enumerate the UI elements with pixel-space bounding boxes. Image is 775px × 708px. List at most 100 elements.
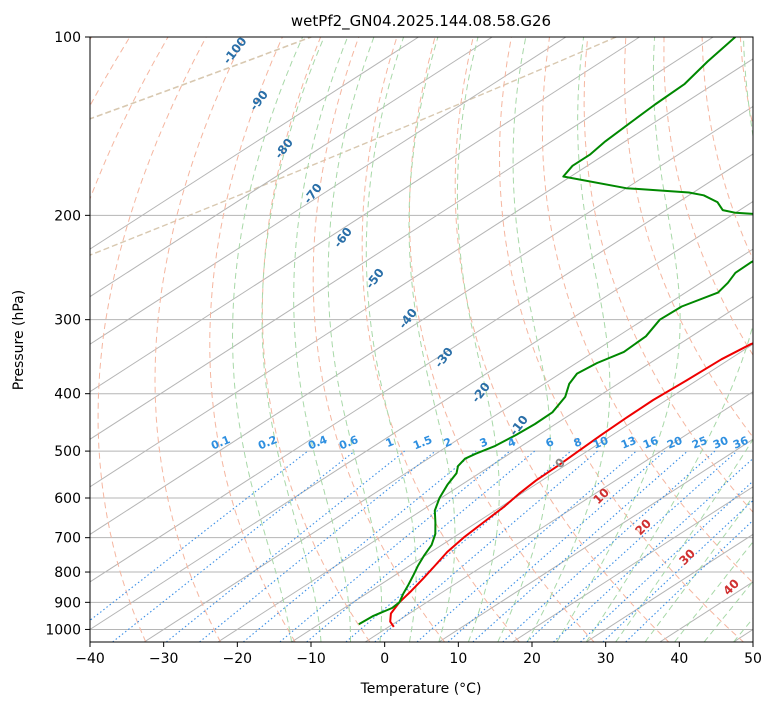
y-tick-label: 600 xyxy=(54,491,81,507)
isotherm-line xyxy=(90,200,753,631)
moist-adiabat-line xyxy=(703,580,753,642)
mixing-ratio-label: 10 xyxy=(591,434,610,452)
x-tick-label: −30 xyxy=(149,651,179,667)
isotherm-line xyxy=(90,37,640,393)
dry-adiabat-line xyxy=(261,37,371,642)
background-arc xyxy=(90,37,617,256)
moist-adiabats xyxy=(231,37,753,642)
moist-adiabat-label: 20 xyxy=(632,516,654,538)
moist-adiabat-line xyxy=(408,37,456,642)
dry-adiabat-line xyxy=(97,37,207,642)
x-tick-label: 30 xyxy=(597,651,615,667)
y-tick-label: 700 xyxy=(54,531,81,547)
dry-adiabats xyxy=(90,37,753,642)
mixing-ratio-line xyxy=(199,450,436,642)
dry-adiabat-line xyxy=(361,37,520,642)
background-arcs xyxy=(90,37,617,256)
dry-adiabat-line xyxy=(90,37,169,201)
mixing-ratio-label: 0.2 xyxy=(256,433,279,452)
y-tick-label: 800 xyxy=(54,565,81,581)
mixing-ratio-label: 13 xyxy=(619,434,638,452)
plot-frame xyxy=(89,36,754,643)
dry-adiabat-line xyxy=(498,37,744,642)
moist-adiabat-line xyxy=(585,37,753,642)
mixing-ratio-line xyxy=(242,450,477,642)
mixing-ratio-lines xyxy=(90,450,753,642)
plot-area: -100-90-80-70-60-50-40-30-20-100.1 0.2 0.4… xyxy=(90,37,753,642)
mixing-ratio-line xyxy=(374,450,598,642)
y-tick-label: 200 xyxy=(54,208,81,224)
mixing-ratio-line xyxy=(553,457,753,642)
y-tick-label: 400 xyxy=(54,387,81,403)
dewpoint-line xyxy=(358,37,753,626)
moist-adiabat-line xyxy=(231,37,304,642)
dry-adiabat-line xyxy=(209,37,296,642)
dry-adiabat-label: -40 xyxy=(396,306,420,332)
dry-adiabat-line xyxy=(583,37,753,513)
mixing-ratio-line xyxy=(279,450,511,642)
isotherm-line xyxy=(90,37,493,298)
mixing-ratio-label: 3 xyxy=(478,435,490,450)
mixing-ratio-label: 25 xyxy=(690,434,709,452)
mixing-ratio-label: 8 xyxy=(572,435,584,450)
moist-adiabat-line xyxy=(644,495,753,642)
moist-adiabat-line xyxy=(456,37,500,642)
line-labels: -100-90-80-70-60-50-40-30-20-100.1 0.2 0.4… xyxy=(209,37,750,598)
moist-adiabat-label: 40 xyxy=(720,576,742,598)
chart-title: wetPf2_GN04.2025.144.08.58.G26 xyxy=(291,12,551,31)
mixing-ratio-line xyxy=(580,480,753,642)
moist-adiabat-line xyxy=(327,37,383,642)
mixing-ratio-line xyxy=(306,450,536,642)
mixing-ratio-label: 30 xyxy=(711,434,730,452)
dry-adiabat-label: -20 xyxy=(469,380,493,406)
x-tick-label: 50 xyxy=(744,651,762,667)
mixing-ratio-line xyxy=(112,450,356,642)
moist-adiabat-label: 10 xyxy=(590,485,612,507)
x-tick-label: 10 xyxy=(449,651,467,667)
isotherm-line xyxy=(585,533,753,642)
moist-adiabat-line xyxy=(556,37,681,642)
sounding-series xyxy=(358,37,753,628)
dry-adiabat-line xyxy=(663,37,753,356)
dry-adiabat-line xyxy=(454,37,670,642)
y-tick-label: 1000 xyxy=(45,622,81,638)
y-axis: 100 200 300 400 500 600 700 800 900 1000 xyxy=(45,30,90,638)
isotherm-line xyxy=(90,105,753,535)
isotherm-line xyxy=(90,37,567,345)
isotherm-line xyxy=(217,296,753,642)
mixing-ratio-line xyxy=(602,499,753,642)
dry-adiabat-label: -80 xyxy=(272,136,296,162)
dry-adiabat-line xyxy=(541,37,753,584)
isotherm-line xyxy=(90,37,419,250)
isotherm-line xyxy=(90,153,753,583)
isotherm-line xyxy=(438,438,753,642)
x-axis: −40 −30 −20 −10 0 10 20 30 40 50 xyxy=(75,642,762,667)
mixing-ratio-line xyxy=(90,450,309,622)
dry-adiabat-line xyxy=(408,37,595,642)
x-tick-label: 20 xyxy=(523,651,541,667)
mixing-ratio-line xyxy=(502,450,716,642)
x-tick-label: 40 xyxy=(670,651,688,667)
isotherm-line xyxy=(90,37,714,440)
dry-adiabat-label: -60 xyxy=(331,225,355,251)
mixing-ratio-line xyxy=(165,450,406,642)
y-tick-label: 900 xyxy=(54,595,81,611)
mixing-ratio-line xyxy=(472,450,688,642)
moist-adiabat-line xyxy=(293,37,351,642)
moist-adiabat-line xyxy=(261,37,325,642)
dry-adiabat-line xyxy=(312,37,445,642)
mixing-ratio-label: 0.1 xyxy=(209,433,232,452)
moist-adiabat-line xyxy=(615,438,753,642)
mixing-ratio-label: 16 xyxy=(641,434,660,452)
dry-adiabat-label: -90 xyxy=(247,88,271,114)
mixing-ratio-label: 1.5 xyxy=(411,433,434,452)
mixing-ratio-line xyxy=(416,450,637,642)
mixing-ratio-label: 36 xyxy=(731,434,750,452)
x-tick-label: −10 xyxy=(296,651,326,667)
dry-adiabat-label: -50 xyxy=(363,266,387,292)
x-tick-label: −40 xyxy=(75,651,105,667)
y-axis-label: Pressure (hPa) xyxy=(11,290,27,390)
y-tick-label: 100 xyxy=(54,30,81,46)
x-axis-label: Temperature (°C) xyxy=(360,681,482,697)
